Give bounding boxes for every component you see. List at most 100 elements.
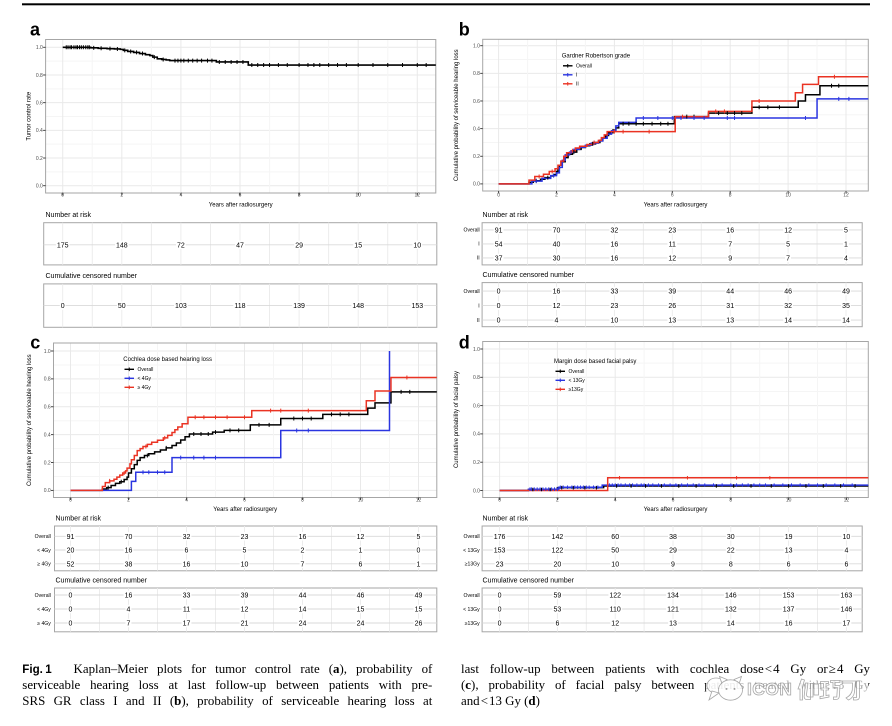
- svg-text:16: 16: [553, 289, 561, 296]
- svg-text:148: 148: [116, 242, 128, 249]
- svg-text:1: 1: [359, 548, 363, 555]
- svg-text:32: 32: [611, 227, 619, 234]
- svg-text:17: 17: [843, 621, 851, 628]
- svg-text:12: 12: [553, 303, 561, 310]
- svg-text:12: 12: [416, 497, 422, 503]
- svg-text:12: 12: [241, 607, 249, 614]
- svg-text:2: 2: [127, 497, 130, 503]
- svg-text:6: 6: [844, 561, 848, 568]
- svg-text:146: 146: [725, 593, 737, 600]
- svg-text:4: 4: [180, 193, 183, 199]
- svg-text:0.0: 0.0: [36, 184, 43, 190]
- svg-text:9: 9: [671, 561, 675, 568]
- svg-text:26: 26: [668, 303, 676, 310]
- svg-text:148: 148: [352, 303, 364, 310]
- svg-text:6: 6: [239, 193, 242, 199]
- svg-text:0.6: 0.6: [44, 405, 51, 411]
- svg-text:0: 0: [69, 607, 73, 614]
- svg-text:134: 134: [667, 593, 679, 600]
- svg-text:23: 23: [241, 534, 249, 541]
- svg-text:50: 50: [118, 303, 126, 310]
- svg-text:Number at risk: Number at risk: [483, 515, 529, 522]
- svg-text:10: 10: [843, 534, 851, 541]
- svg-text:14: 14: [299, 607, 307, 614]
- svg-text:II: II: [477, 318, 480, 324]
- svg-text:14: 14: [784, 318, 792, 325]
- svg-text:1.0: 1.0: [473, 44, 480, 50]
- svg-text:13: 13: [669, 621, 677, 628]
- svg-text:6: 6: [555, 621, 559, 628]
- svg-text:5: 5: [844, 227, 848, 234]
- svg-text:< 4Gy: < 4Gy: [37, 607, 51, 613]
- svg-text:1: 1: [844, 241, 848, 248]
- svg-text:91: 91: [495, 227, 503, 234]
- svg-text:110: 110: [610, 607, 621, 614]
- svg-text:7: 7: [127, 621, 131, 628]
- svg-text:60: 60: [611, 534, 619, 541]
- svg-text:17: 17: [183, 621, 191, 628]
- svg-text:32: 32: [784, 303, 792, 310]
- svg-text:0.2: 0.2: [473, 460, 480, 466]
- svg-text:59: 59: [554, 593, 562, 600]
- svg-text:0.0: 0.0: [44, 488, 51, 494]
- svg-text:0: 0: [497, 289, 501, 296]
- svg-text:23: 23: [668, 227, 676, 234]
- svg-text:16: 16: [726, 227, 734, 234]
- svg-text:0.0: 0.0: [473, 488, 480, 494]
- svg-text:31: 31: [726, 303, 734, 310]
- svg-text:20: 20: [554, 561, 562, 568]
- svg-text:16: 16: [299, 534, 307, 541]
- svg-text:4: 4: [844, 548, 848, 555]
- svg-text:38: 38: [125, 561, 133, 568]
- svg-text:0: 0: [498, 621, 502, 628]
- svg-text:I: I: [478, 242, 479, 248]
- svg-text:163: 163: [841, 593, 853, 600]
- svg-text:26: 26: [415, 621, 423, 628]
- svg-text:0: 0: [498, 497, 501, 503]
- svg-text:5: 5: [417, 534, 421, 541]
- svg-text:0: 0: [497, 318, 501, 325]
- svg-text:13: 13: [726, 318, 734, 325]
- svg-text:16: 16: [125, 593, 133, 600]
- svg-text:22: 22: [727, 548, 735, 555]
- svg-text:II: II: [576, 82, 579, 88]
- svg-text:0.4: 0.4: [36, 128, 43, 134]
- svg-text:146: 146: [841, 607, 853, 614]
- svg-text:14: 14: [727, 621, 735, 628]
- svg-text:30: 30: [553, 255, 561, 262]
- svg-text:Overall: Overall: [464, 289, 480, 295]
- svg-text:0.8: 0.8: [44, 377, 51, 383]
- svg-text:a: a: [30, 20, 41, 40]
- svg-text:72: 72: [177, 242, 185, 249]
- svg-text:Years after radiosurgery: Years after radiosurgery: [644, 507, 708, 513]
- svg-text:0: 0: [61, 303, 65, 310]
- svg-text:103: 103: [175, 303, 187, 310]
- svg-text:< 4Gy: < 4Gy: [37, 548, 51, 554]
- svg-text:4: 4: [185, 497, 188, 503]
- svg-text:176: 176: [494, 534, 506, 541]
- svg-text:39: 39: [668, 289, 676, 296]
- svg-text:29: 29: [669, 548, 677, 555]
- svg-text:53: 53: [554, 607, 562, 614]
- svg-text:0: 0: [69, 593, 73, 600]
- svg-text:≥13Gy: ≥13Gy: [465, 621, 480, 627]
- svg-text:54: 54: [495, 241, 503, 248]
- svg-text:37: 37: [495, 255, 503, 262]
- svg-text:Cumulative probability of serv: Cumulative probability of serviceable he…: [27, 354, 33, 486]
- svg-text:0: 0: [498, 607, 502, 614]
- svg-text:Overall: Overall: [138, 367, 154, 373]
- svg-text:Gardner Robertson grade: Gardner Robertson grade: [562, 54, 631, 60]
- svg-text:0.8: 0.8: [36, 73, 43, 79]
- svg-text:Overall: Overall: [35, 534, 51, 540]
- svg-text:2: 2: [120, 193, 123, 199]
- svg-text:7: 7: [301, 561, 305, 568]
- svg-text:Number at risk: Number at risk: [483, 212, 529, 219]
- svg-text:10: 10: [355, 193, 361, 199]
- svg-text:91: 91: [67, 534, 75, 541]
- svg-text:12: 12: [784, 227, 792, 234]
- svg-text:2: 2: [556, 497, 559, 503]
- svg-text:24: 24: [299, 621, 307, 628]
- svg-text:Years after radiosurgery: Years after radiosurgery: [209, 202, 273, 208]
- svg-text:23: 23: [496, 561, 504, 568]
- svg-text:16: 16: [183, 561, 191, 568]
